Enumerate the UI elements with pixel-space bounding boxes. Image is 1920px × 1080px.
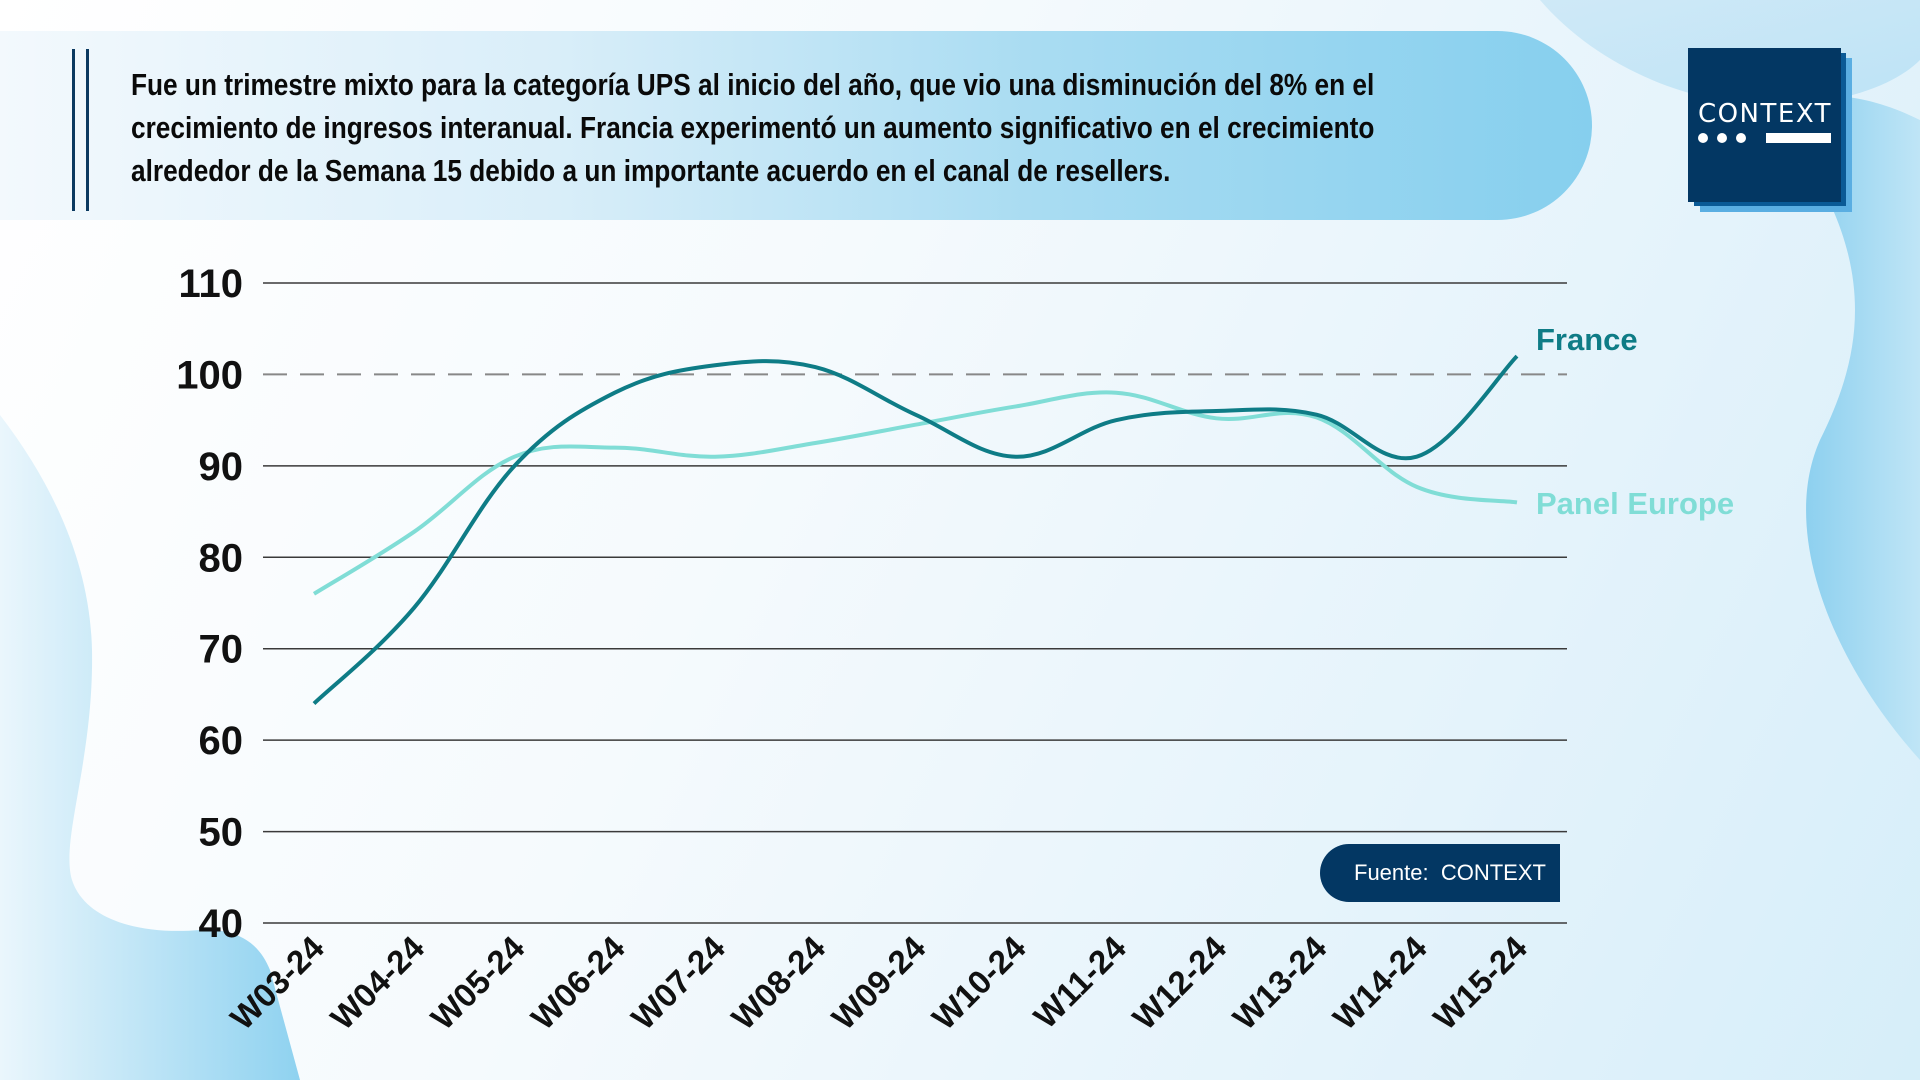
legend: France Panel Europe: [1536, 322, 1734, 521]
x-tick-label: W10-24: [925, 928, 1033, 1036]
y-tick-label: 90: [199, 445, 244, 489]
x-tick-label: W15-24: [1426, 928, 1534, 1036]
x-tick-label: W08-24: [724, 928, 832, 1036]
series-line-france: [312, 354, 1519, 706]
context-logo-icon: [1688, 48, 1841, 202]
y-tick-label: 80: [199, 536, 244, 580]
x-tick-label: W06-24: [524, 928, 632, 1036]
x-tick-label: W11-24: [1026, 928, 1133, 1035]
logo-dot: [1698, 133, 1708, 143]
right-wave: [1789, 96, 1920, 760]
gridlines: [263, 282, 1567, 924]
y-tick-label: 40: [199, 902, 244, 946]
header-banner: [0, 31, 1592, 220]
logo-dot: [1717, 133, 1727, 143]
source-badge: Fuente: CONTEXT: [1320, 844, 1560, 902]
x-tick-label: W14-24: [1326, 928, 1434, 1036]
headline-text: Fue un trimestre mixto para la categoría…: [131, 68, 1375, 188]
left-wave: [0, 415, 300, 1080]
accent-bar: [86, 49, 89, 211]
accent-bar: [72, 49, 75, 211]
x-tick-label: W09-24: [825, 928, 933, 1036]
logo-wordmark: CONTEXT: [1697, 99, 1833, 129]
series-lines: [312, 354, 1519, 706]
logo-rule: [1766, 133, 1831, 143]
x-tick-label: W12-24: [1125, 928, 1233, 1036]
legend-label-france: France: [1536, 322, 1638, 357]
logo-dot: [1736, 133, 1746, 143]
y-tick-label: 100: [176, 353, 243, 397]
series-line-panel-europe: [312, 390, 1518, 596]
x-tick-label: W13-24: [1226, 928, 1334, 1036]
x-tick-label: W07-24: [624, 928, 732, 1036]
y-tick-label: 60: [199, 719, 244, 763]
y-tick-label: 110: [178, 262, 243, 306]
legend-label-panel-europe: Panel Europe: [1536, 486, 1734, 521]
y-tick-label: 70: [199, 628, 244, 672]
x-tick-label: W05-24: [424, 928, 532, 1036]
y-tick-label: 50: [199, 811, 244, 855]
x-axis-ticks: W03-24W04-24W05-24W06-24W07-24W08-24W09-…: [223, 928, 1534, 1036]
y-axis-ticks: 40 50 60 70 80 90 100 110: [176, 262, 243, 946]
x-tick-label: W04-24: [323, 928, 431, 1036]
